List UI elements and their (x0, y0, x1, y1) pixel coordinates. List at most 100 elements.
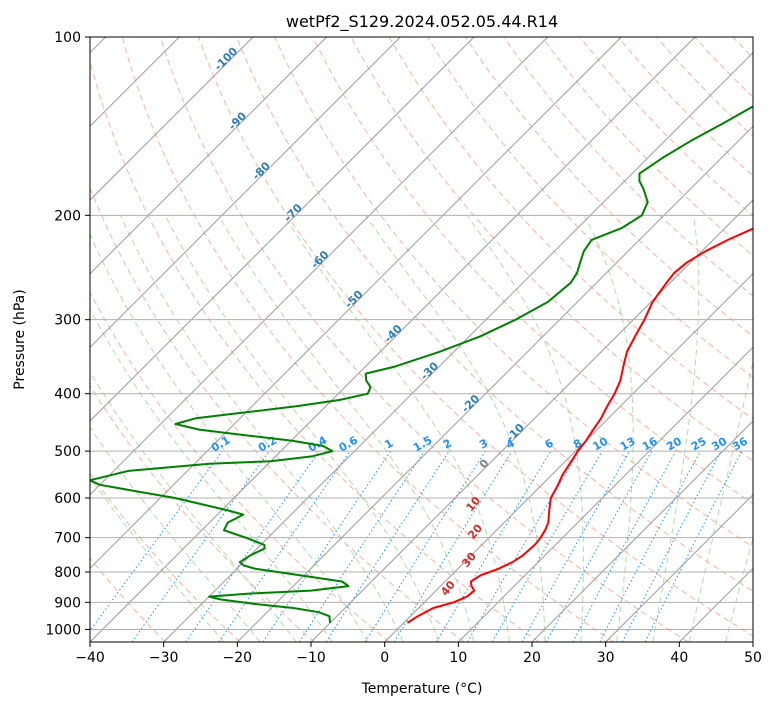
mixing-ratio-label: 1 (382, 437, 395, 452)
isotherm-line (90, 37, 475, 422)
moist-adiabat-line (364, 215, 546, 642)
profile-series (90, 105, 753, 624)
dry-adiabat-line (503, 37, 753, 297)
mixing-ratio-line (298, 450, 425, 642)
moist-adiabat-line (120, 215, 404, 642)
y-tick-label: 200 (54, 208, 81, 224)
dry-adiabat-line (121, 37, 614, 642)
dry-adiabat-line (90, 472, 241, 642)
dry-adiabat-line (90, 291, 390, 642)
moist-adiabat-label: 30 (459, 550, 479, 570)
mixing-ratio-line (393, 450, 513, 642)
isotherm-line (310, 199, 753, 642)
mixing-ratio-line (325, 450, 450, 642)
dry-adiabat-line (350, 37, 753, 462)
axis-ticks: −40 −30 −20 −10 0 10 20 30 40 5010009008007006005… (45, 30, 762, 666)
y-tick-label: 100 (54, 30, 81, 46)
x-tick-label: −20 (223, 650, 253, 666)
dry-adiabat-label: -100 (212, 44, 241, 73)
y-tick-label: 900 (54, 595, 81, 611)
dry-adiabat-line (90, 384, 316, 642)
mixing-ratio-line (90, 450, 223, 632)
chart-title: wetPf2_S129.2024.052.05.44.R14 (286, 12, 558, 32)
x-axis-label: Temperature (°C) (361, 681, 483, 697)
y-tick-label: 400 (54, 387, 81, 403)
background-lines (90, 37, 775, 642)
isotherm-line (384, 272, 753, 642)
isotherm-line (163, 51, 753, 642)
y-tick-label: 800 (54, 565, 81, 581)
y-tick-label: 700 (54, 531, 81, 547)
mixing-ratio-label: 6 (543, 436, 556, 451)
dry-adiabat-line (312, 37, 753, 505)
mixing-ratio-line (262, 450, 392, 642)
dry-adiabat-line (541, 37, 753, 257)
temperature-profile-line (406, 227, 753, 624)
dry-adiabat-line (90, 186, 465, 642)
y-tick-label: 600 (54, 491, 81, 507)
dry-adiabat-label: -20 (459, 392, 482, 415)
dry-adiabat-line (388, 37, 753, 420)
moist-adiabat-line (466, 215, 584, 642)
mixing-ratio-line (185, 450, 320, 642)
isotherm-line (752, 641, 753, 642)
isotherm-line (531, 420, 753, 642)
x-tick-label: 10 (449, 650, 467, 666)
isotherm-line (90, 37, 696, 642)
mixing-ratio-line (599, 450, 701, 642)
y-tick-label: 500 (54, 444, 81, 460)
x-tick-label: 50 (744, 650, 762, 666)
x-tick-label: 20 (523, 650, 541, 666)
dry-adiabat-line (732, 37, 753, 59)
y-tick-label: 300 (54, 313, 81, 329)
dry-adiabat-line (465, 37, 753, 338)
mixing-ratio-line (545, 450, 653, 642)
mixing-ratio-line (572, 450, 677, 642)
moist-adiabat-line (164, 215, 439, 642)
dry-adiabat-label: -80 (250, 159, 273, 182)
dry-adiabat-label: -30 (418, 359, 441, 382)
isotherm-line (90, 37, 549, 496)
dry-adiabat-line (771, 37, 775, 642)
moist-adiabat-line (218, 215, 475, 642)
x-tick-label: −40 (75, 650, 105, 666)
x-tick-label: 30 (597, 650, 615, 666)
moist-adiabat-label: 40 (438, 578, 458, 598)
isotherm-line (90, 37, 254, 201)
mixing-ratio-line (364, 450, 486, 642)
moist-adiabat-label: 10 (463, 494, 483, 514)
dry-adiabat-label: -70 (282, 201, 305, 224)
moist-adiabat-line (283, 215, 510, 642)
mixing-ratio-line (621, 450, 722, 642)
dry-adiabat-line (274, 37, 753, 548)
plot-frame (89, 36, 754, 643)
dry-adiabat-line (236, 37, 753, 592)
moist-adiabat-line (90, 370, 297, 642)
isotherm-line (90, 37, 328, 275)
isotherm-line (90, 37, 401, 349)
dry-adiabat-line (90, 59, 540, 642)
dry-adiabat-line (694, 37, 753, 98)
moist-adiabat-line (583, 215, 634, 642)
mixing-ratio-line (131, 450, 270, 642)
isotherm-line (678, 567, 753, 642)
moist-adiabat-line (652, 215, 700, 642)
mixing-ratio-line (644, 450, 743, 642)
mixing-ratio-label: 2 (441, 437, 454, 452)
x-tick-label: 40 (670, 650, 688, 666)
mixing-ratio-line (521, 450, 630, 642)
y-tick-label: 1000 (45, 622, 81, 638)
dry-adiabat-label: -50 (342, 288, 365, 311)
moist-adiabat-label: 20 (465, 521, 485, 541)
y-axis-label: Pressure (hPa) (12, 289, 28, 389)
isotherm-line (90, 37, 622, 570)
mixing-ratio-line (218, 450, 351, 642)
isotherm-line (605, 493, 753, 642)
dry-adiabat-line (426, 37, 753, 379)
x-tick-label: −10 (296, 650, 326, 666)
moist-adiabat-line (90, 308, 333, 642)
moist-adiabat-line (90, 476, 225, 642)
moist-adiabat-label: 0 (477, 456, 492, 470)
isotherm-line (236, 125, 753, 642)
